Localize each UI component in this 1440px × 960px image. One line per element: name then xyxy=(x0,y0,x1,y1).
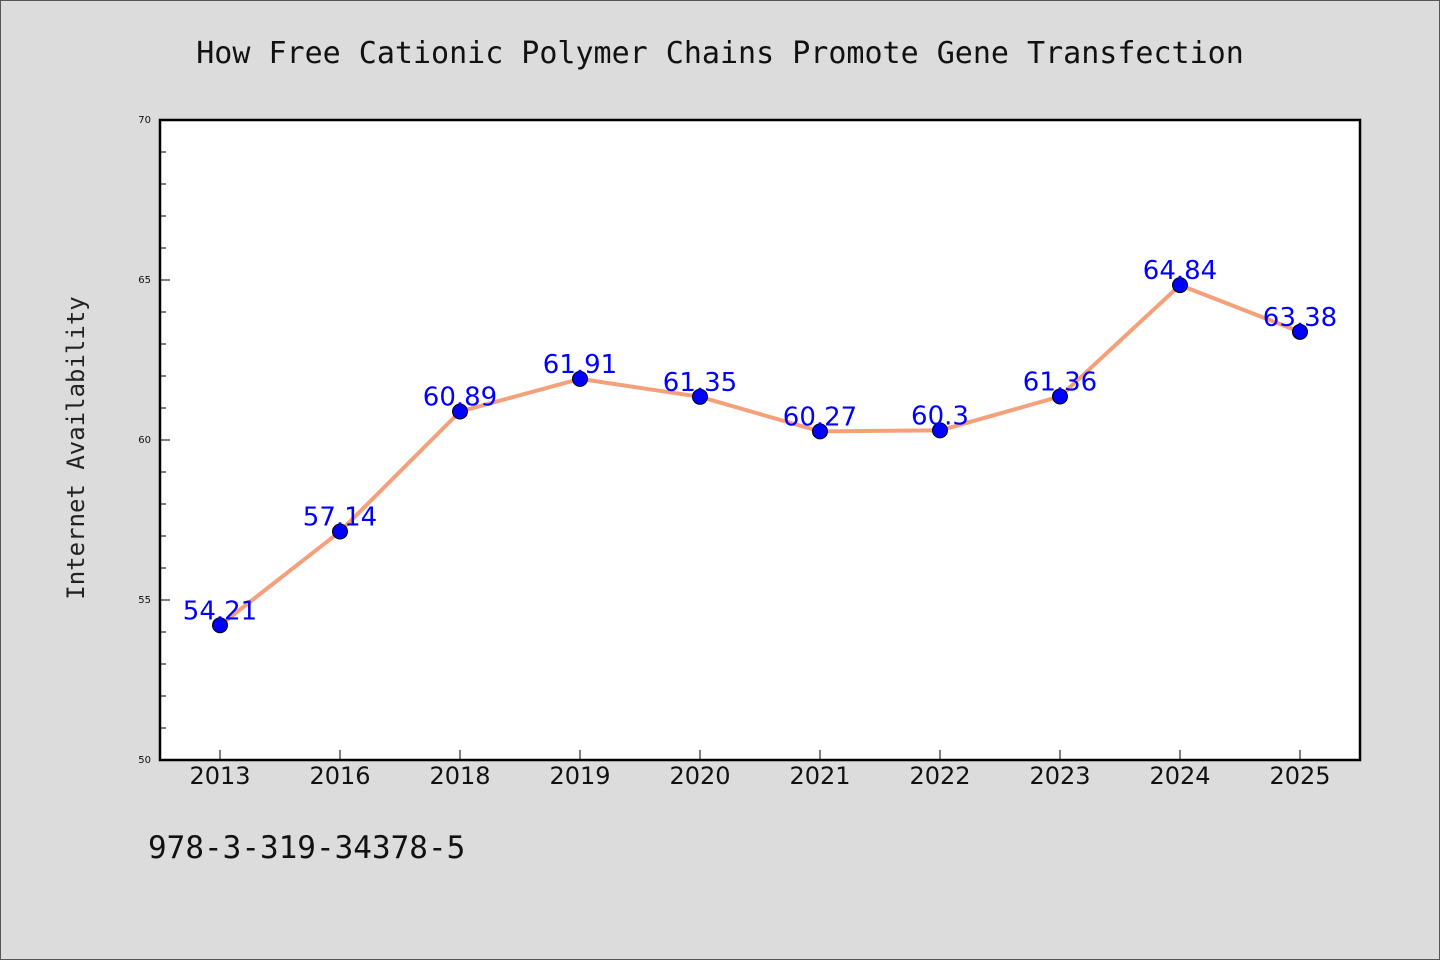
y-tick-label: 70 xyxy=(138,115,151,126)
data-label: 61.35 xyxy=(663,368,737,398)
data-label: 63.38 xyxy=(1263,303,1337,333)
data-label: 60.27 xyxy=(783,402,857,432)
x-axis: 2013 2016 2018 2019 2020 2021 2022 2023 2024 2025 xyxy=(189,750,1331,790)
x-tick-label: 2024 xyxy=(1149,762,1210,790)
x-tick-label: 2020 xyxy=(669,762,730,790)
chart-title: How Free Cationic Polymer Chains Promote… xyxy=(196,36,1244,71)
data-labels: 54.21 57.14 60.89 61.91 61.35 60.27 60.3 61.36 6… xyxy=(183,256,1337,626)
data-label: 57.14 xyxy=(303,503,377,533)
data-point xyxy=(1172,277,1188,294)
data-label: 54.21 xyxy=(183,596,257,626)
y-axis-label: Internet Availability xyxy=(62,296,90,599)
data-label: 61.91 xyxy=(543,350,617,380)
plot-area xyxy=(160,120,1360,760)
x-tick-label: 2013 xyxy=(189,762,250,790)
data-point xyxy=(212,617,228,634)
data-point xyxy=(932,422,948,439)
x-tick-label: 2021 xyxy=(789,762,850,790)
x-tick-label: 2025 xyxy=(1269,762,1330,790)
x-tick-label: 2019 xyxy=(549,762,610,790)
x-tick-label: 2018 xyxy=(429,762,490,790)
y-tick-label: 60 xyxy=(138,435,151,446)
data-label: 64.84 xyxy=(1143,256,1217,286)
data-point xyxy=(572,370,588,387)
series-line xyxy=(218,283,1302,628)
data-point xyxy=(812,423,828,440)
footer-isbn: 978-3-319-34378-5 xyxy=(148,830,466,866)
data-point xyxy=(1292,323,1308,340)
data-point xyxy=(452,403,468,420)
data-point xyxy=(1052,388,1068,405)
y-tick-label: 50 xyxy=(138,755,151,766)
x-tick-label: 2023 xyxy=(1029,762,1090,790)
data-label: 61.36 xyxy=(1023,367,1097,397)
x-tick-label: 2022 xyxy=(909,762,970,790)
y-tick-label: 55 xyxy=(138,595,151,606)
series-markers xyxy=(212,277,1308,634)
plot-border xyxy=(158,118,1362,762)
series-polyline xyxy=(218,283,1302,628)
data-label: 60.3 xyxy=(911,401,969,431)
y-tick-label: 65 xyxy=(138,275,151,286)
data-point xyxy=(692,388,708,405)
data-label: 60.89 xyxy=(423,383,497,413)
data-point xyxy=(332,523,348,540)
x-tick-label: 2016 xyxy=(309,762,370,790)
